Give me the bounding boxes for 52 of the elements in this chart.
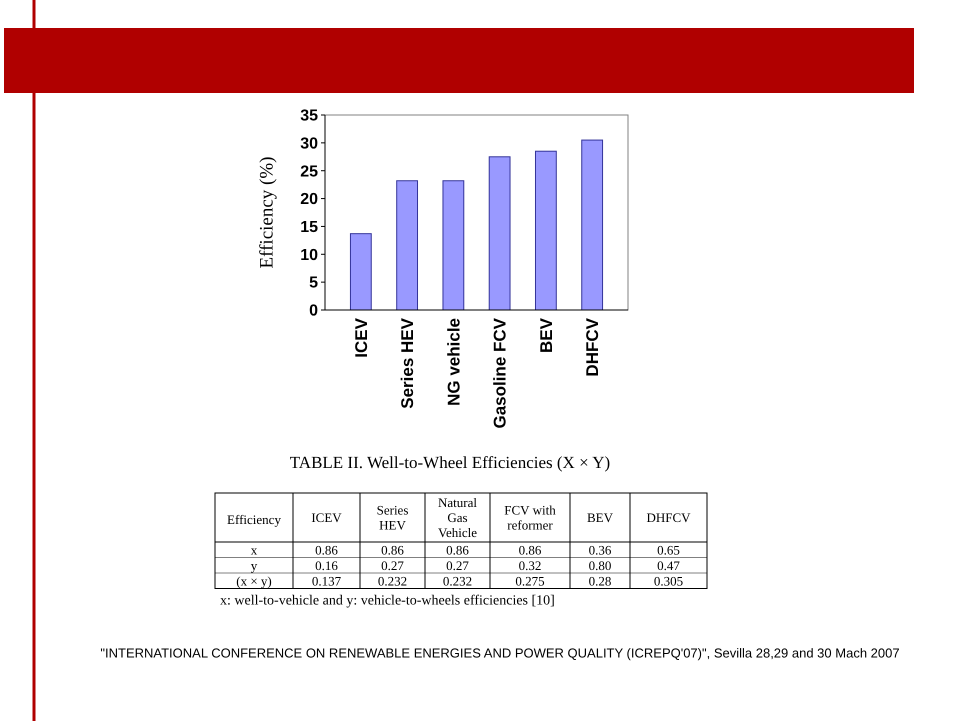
bar: [534, 150, 557, 310]
y-tick-label: 10: [300, 246, 318, 264]
x-tick-label: NG vehicle: [444, 318, 464, 406]
data-label: 0.137: [312, 573, 342, 588]
x-tick-label: ICEV: [352, 317, 371, 358]
bar: [442, 180, 464, 310]
category-label: Natural Gas Vehicle: [438, 495, 478, 540]
text: y: [250, 558, 258, 573]
text: "INTERNATIONAL CONFERENCE ON RENEWABLE ENERGIES AND POWER QUALITY (ICREPQ'07)", Sevilla 28,29 and 30 Mach 2007: [100, 646, 900, 661]
data-label: 0.28: [588, 573, 612, 588]
y-tick-label: 30: [300, 135, 318, 152]
bar: [396, 180, 418, 310]
y-tick-label: 0: [309, 302, 318, 320]
data-label: 0.47: [657, 558, 680, 573]
category-label: FCV with reformer: [504, 502, 556, 533]
y-tick-label: 25: [300, 163, 318, 180]
data-label: 0.80: [588, 558, 612, 573]
data-label: 0.86: [315, 542, 338, 558]
data-label: 0.305: [654, 573, 684, 588]
data-label: 0.32: [518, 558, 542, 573]
y-tick-label: 5: [309, 274, 318, 292]
data-label: 0.232: [442, 573, 472, 588]
bar: [350, 233, 372, 310]
series-label: x: [250, 542, 258, 558]
data-label: 0.16: [315, 558, 338, 573]
y-axis-title: Efficiency (%): [256, 156, 278, 269]
x-tick-label: Gasoline FCV: [490, 317, 510, 429]
data-label: 0.27: [446, 558, 470, 573]
y-tick-label: 20: [300, 191, 318, 208]
category-label: BEV: [587, 510, 614, 526]
y-tick-label: 15: [300, 219, 318, 236]
category-label: ICEV: [311, 510, 342, 526]
text: (x × y): [236, 573, 272, 588]
data-label: 0.86: [381, 542, 404, 558]
data-label: 0.275: [515, 573, 545, 588]
legend-title: Efficiency: [227, 512, 282, 528]
text: TABLE II. Well-to-Wheel Efficiencies (X × Y): [290, 452, 610, 472]
category-label: DHFCV: [646, 510, 692, 526]
y-tick-label: 35: [300, 108, 318, 125]
x-tick-label: BEV: [536, 317, 556, 353]
data-label: 0.86: [446, 542, 470, 558]
x-tick-label: Series HEV: [398, 317, 418, 409]
data-label: 0.65: [657, 542, 680, 558]
data-label: 0.86: [518, 542, 542, 558]
bar: [488, 156, 511, 310]
data-label: 0.36: [588, 542, 612, 558]
data-label: 0.232: [378, 573, 408, 588]
x-tick-label: DHFCV: [583, 317, 602, 377]
bar: [581, 140, 604, 310]
data-label: 0.27: [381, 558, 404, 573]
text: x: well-to-vehicle and y: vehicle-to-wheels efficiencies [10]: [220, 593, 555, 608]
category-label: Series HEV: [376, 502, 408, 533]
